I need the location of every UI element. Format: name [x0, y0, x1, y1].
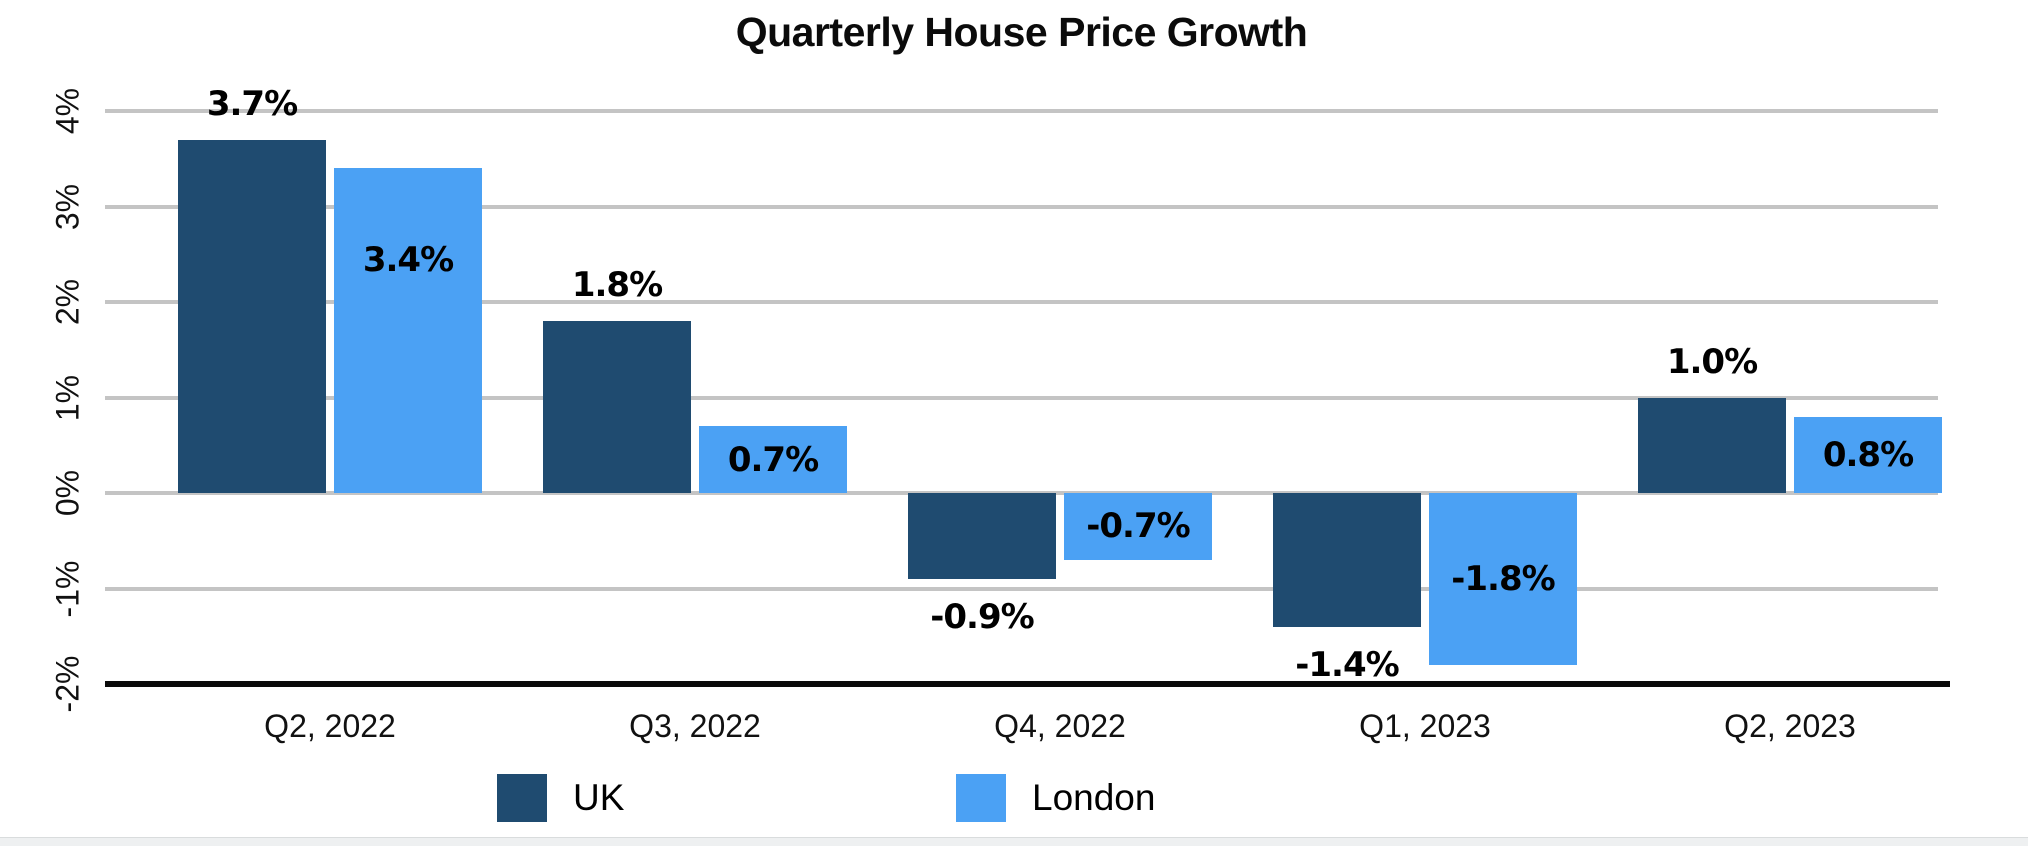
gridline [105, 300, 1938, 304]
y-tick-label: 4% [49, 87, 86, 135]
value-label: 3.7% [206, 83, 298, 124]
x-tick-label: Q1, 2023 [1359, 708, 1491, 744]
legend-swatch-london [956, 774, 1006, 822]
legend-label-uk: UK [573, 777, 625, 818]
legend-item-uk: UK [497, 774, 624, 822]
x-tick-label: Q3, 2022 [629, 708, 761, 744]
bar-uk-5 [1638, 397, 1786, 493]
x-tick-label: Q2, 2023 [1724, 708, 1856, 744]
gridline [105, 395, 1938, 400]
legend-label-london: London [1032, 777, 1156, 818]
y-tick-label: -2% [49, 655, 86, 713]
window-bottom-edge [0, 837, 2028, 846]
bar-london-3 [1064, 493, 1212, 560]
gridline [105, 586, 1938, 591]
y-tick-label: -1% [49, 560, 86, 617]
bar-uk-2 [543, 321, 691, 493]
gridline [105, 109, 1938, 113]
chart-title: Quarterly House Price Growth [735, 9, 1308, 55]
bar-london-1 [334, 168, 482, 493]
y-tick-label: 0% [49, 469, 86, 517]
value-label: -1.4% [1295, 644, 1399, 685]
x-tick-label: Q4, 2022 [994, 708, 1126, 744]
legend-item-london: London [956, 774, 1155, 822]
y-tick-label: 1% [49, 374, 86, 421]
bar-uk-1 [178, 139, 326, 493]
bar-uk-4 [1273, 493, 1421, 627]
value-label: 3.4% [362, 240, 454, 281]
value-label: 0.7% [727, 439, 819, 480]
value-label: 1.8% [571, 265, 663, 306]
value-label: -1.8% [1451, 558, 1555, 599]
gridline [105, 204, 1938, 209]
bar-uk-3 [908, 493, 1056, 579]
bar-london-2 [699, 426, 847, 493]
value-label: -0.7% [1086, 506, 1190, 547]
value-label: 0.8% [1822, 434, 1914, 475]
bar-london-4 [1429, 493, 1577, 665]
bar-london-5 [1794, 416, 1942, 493]
legend-swatch-uk [497, 774, 547, 822]
x-axis-line [105, 681, 1950, 687]
x-tick-label: Q2, 2022 [264, 708, 396, 744]
y-tick-label: 2% [49, 278, 86, 326]
y-tick-label: 3% [49, 183, 86, 230]
value-label: -0.9% [930, 596, 1034, 637]
value-label: 1.0% [1666, 341, 1758, 382]
